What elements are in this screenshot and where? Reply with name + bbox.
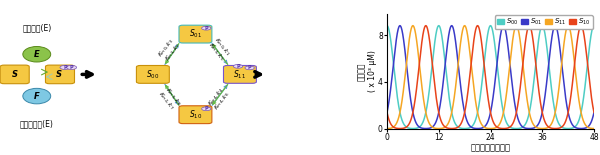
Ellipse shape (23, 46, 50, 62)
Text: $K_{m2}, k_7$: $K_{m2}, k_7$ (156, 89, 176, 112)
Text: S: S (56, 70, 62, 79)
Text: F: F (34, 92, 40, 101)
Text: P: P (205, 26, 208, 31)
X-axis label: 反応時間（時間）: 反応時間（時間） (470, 143, 511, 152)
Text: $K_{m4}, k_6$: $K_{m4}, k_6$ (212, 89, 233, 112)
FancyBboxPatch shape (0, 65, 29, 84)
Y-axis label: 基質濃度
( x 10³ μM): 基質濃度 ( x 10³ μM) (357, 50, 377, 92)
Text: $S_{10}$: $S_{10}$ (189, 108, 202, 121)
Text: $K_{m0}, k_3$: $K_{m0}, k_3$ (156, 36, 176, 59)
Text: P: P (205, 106, 208, 111)
Circle shape (245, 66, 254, 70)
Text: P: P (248, 65, 251, 70)
Circle shape (202, 107, 211, 111)
Text: S: S (12, 70, 18, 79)
Text: $S_{11}$: $S_{11}$ (233, 68, 247, 81)
Text: $K_{m3}, k_8$: $K_{m3}, k_8$ (163, 86, 183, 108)
Circle shape (202, 26, 211, 30)
Text: E: E (34, 50, 40, 59)
Legend: $S_{00}$, $S_{01}$, $S_{11}$, $S_{10}$: $S_{00}$, $S_{01}$, $S_{11}$, $S_{10}$ (495, 15, 593, 29)
FancyBboxPatch shape (223, 65, 256, 83)
Circle shape (67, 65, 77, 69)
Text: P: P (70, 65, 73, 70)
Text: $K_{m0}, k_1$: $K_{m0}, k_1$ (212, 36, 233, 58)
Text: $S_{01}$: $S_{01}$ (189, 28, 202, 40)
FancyBboxPatch shape (179, 106, 212, 124)
FancyBboxPatch shape (46, 65, 74, 84)
Text: $S_{00}$: $S_{00}$ (146, 68, 160, 81)
Text: P: P (236, 64, 240, 69)
Text: $K_{m3}, k_5$: $K_{m3}, k_5$ (206, 40, 226, 63)
Text: 修飾酵素(E): 修飾酵素(E) (22, 23, 52, 32)
Text: 脱修飾酵素(E): 脱修飾酵素(E) (20, 120, 54, 128)
Circle shape (233, 64, 242, 68)
Circle shape (60, 65, 70, 69)
Text: P: P (63, 65, 67, 70)
Text: $K_{m4}, k_4$: $K_{m4}, k_4$ (206, 86, 226, 108)
Text: $K_{m1}, k_f$: $K_{m1}, k_f$ (163, 40, 183, 63)
FancyBboxPatch shape (179, 25, 212, 43)
Ellipse shape (23, 88, 50, 104)
FancyBboxPatch shape (136, 65, 169, 83)
